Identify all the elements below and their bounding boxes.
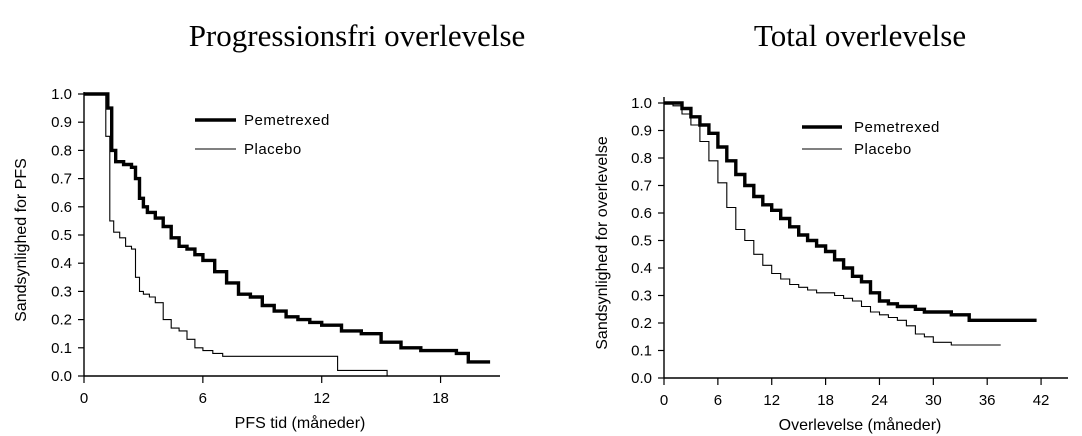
os-ticks: 0.0 0.1 0.2 0.3 0.4 0.5 0.6 0.7 0.8 0.9 1.0 0 6 12 18 2… (631, 95, 1049, 409)
pfs-chart-title: Progressionsfri overlevelse (189, 18, 526, 53)
pfs-legend-label-pemetrexed: Pemetrexed (244, 112, 330, 129)
os-x-tick-label: 24 (871, 392, 888, 409)
pfs-x-tick-label: 0 (80, 390, 88, 407)
pfs-y-tick-label: 0.9 (51, 114, 72, 131)
pfs-curves (84, 92, 491, 376)
pfs-y-tick-label: 0.1 (51, 340, 72, 357)
os-y-tick-label: 0.9 (631, 123, 652, 140)
pfs-curve-pemetrexed (84, 92, 491, 364)
pfs-ticks: 0.0 0.1 0.2 0.3 0.4 0.5 0.6 0.7 0.8 0.9 1.0 0 6 12 18 (51, 86, 449, 407)
os-curve-pemetrexed (664, 101, 1037, 322)
os-x-axis-label: Overlevelse (måneder) (779, 416, 942, 434)
os-x-tick-label: 0 (660, 392, 668, 409)
pfs-y-tick-label: 0.7 (51, 171, 72, 188)
os-legend-label-pemetrexed: Pemetrexed (854, 119, 940, 136)
pfs-curve-placebo (84, 93, 388, 376)
os-x-tick-label: 6 (714, 392, 722, 409)
pfs-y-tick-label: 0.3 (51, 283, 72, 300)
os-y-tick-label: 0.2 (631, 315, 652, 332)
pfs-chart: Progressionsfri overlevelse Sandsynlighe… (13, 18, 525, 432)
os-x-tick-label: 42 (1033, 392, 1050, 409)
os-y-tick-label: 0.3 (631, 288, 652, 305)
pfs-y-tick-label: 0.0 (51, 368, 72, 385)
pfs-x-axis-label: PFS tid (måneder) (235, 414, 366, 432)
os-y-tick-label: 0.0 (631, 370, 652, 387)
os-legend: Pemetrexed Placebo (802, 119, 940, 158)
os-y-tick-label: 1.0 (631, 95, 652, 112)
os-x-tick-label: 12 (763, 392, 780, 409)
pfs-y-tick-label: 0.8 (51, 142, 72, 159)
os-y-tick-label: 0.6 (631, 205, 652, 222)
pfs-legend-label-placebo: Placebo (244, 141, 302, 158)
os-y-tick-label: 0.1 (631, 343, 652, 360)
os-chart: Total overlevelse Sandsynlighed for over… (594, 18, 1068, 434)
os-chart-title: Total overlevelse (754, 18, 966, 53)
pfs-y-tick-label: 0.2 (51, 312, 72, 329)
os-curves (664, 101, 1037, 346)
pfs-x-tick-label: 6 (199, 390, 207, 407)
pfs-x-tick-label: 12 (313, 390, 330, 407)
pfs-x-tick-label: 18 (432, 390, 449, 407)
os-y-axis-label: Sandsynlighed for overlevelse (594, 136, 611, 350)
os-y-tick-label: 0.4 (631, 260, 652, 277)
os-y-tick-label: 0.5 (631, 233, 652, 250)
pfs-y-tick-label: 0.6 (51, 199, 72, 216)
pfs-legend: Pemetrexed Placebo (195, 112, 330, 158)
os-x-tick-label: 18 (817, 392, 834, 409)
os-x-tick-label: 30 (925, 392, 942, 409)
pfs-y-tick-label: 0.4 (51, 255, 72, 272)
os-y-tick-label: 0.8 (631, 150, 652, 167)
pfs-y-tick-label: 0.5 (51, 227, 72, 244)
os-legend-label-placebo: Placebo (854, 141, 912, 158)
os-x-tick-label: 36 (979, 392, 996, 409)
pfs-y-tick-label: 1.0 (51, 86, 72, 103)
pfs-y-axis-label: Sandsynlighed for PFS (13, 158, 30, 322)
os-curve-placebo (664, 102, 1001, 346)
os-y-tick-label: 0.7 (631, 178, 652, 195)
